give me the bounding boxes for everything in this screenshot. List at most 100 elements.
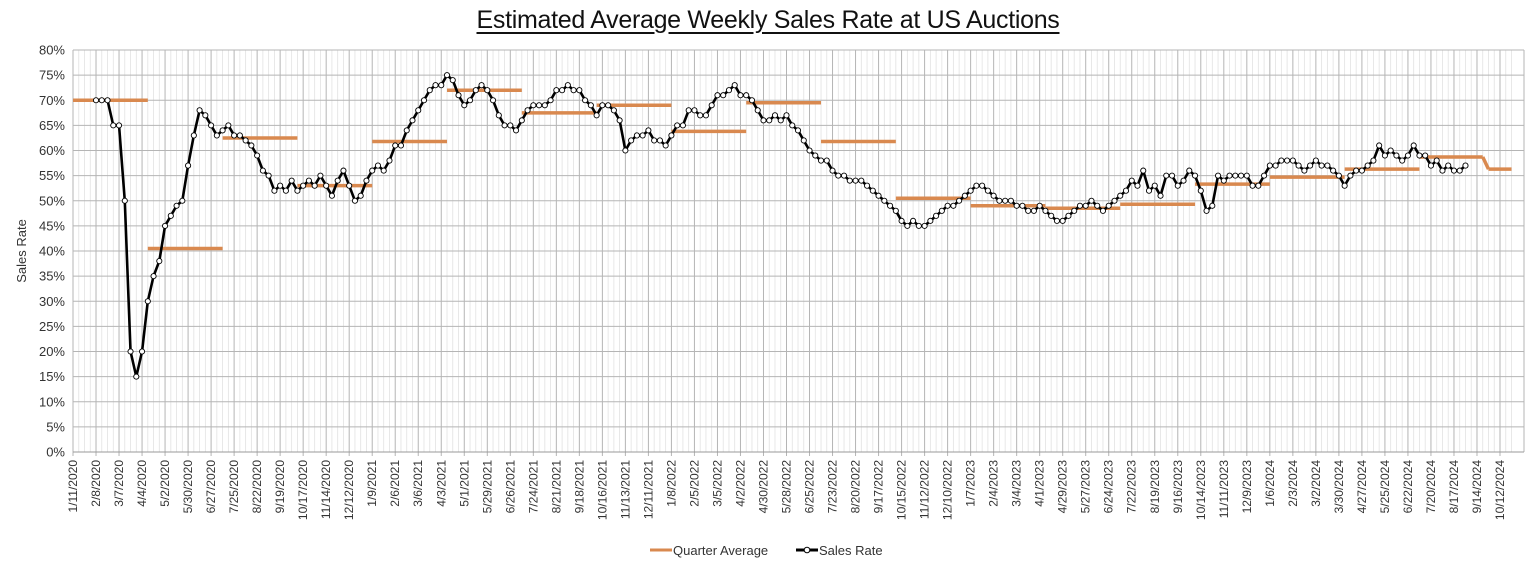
sales-rate-point — [927, 217, 934, 224]
sales-rate-point — [1255, 182, 1262, 189]
x-axis-ticks: 1/11/2020 2/8/2020 3/7/2020 4/4/2020 5/2/202… — [66, 460, 1507, 520]
sales-rate-point — [392, 142, 399, 149]
sales-rate-point — [639, 132, 646, 139]
x-tick-label: 11/13/2021 — [618, 460, 632, 519]
sales-rate-point — [1013, 202, 1020, 209]
sales-rate-point — [1427, 162, 1435, 169]
quarter-average-connector — [1481, 156, 1491, 170]
legend: Quarter Average Sales Rate — [650, 543, 883, 558]
x-tick-label: 12/10/2022 — [941, 460, 955, 520]
sales-rate-point — [605, 102, 612, 109]
x-tick-label: 12/11/2021 — [641, 460, 655, 519]
x-tick-label: 11/11/2023 — [1217, 460, 1231, 519]
x-tick-label: 3/2/2024 — [1309, 460, 1323, 507]
sales-rate-point — [1284, 157, 1291, 164]
sales-rate-point — [748, 97, 756, 104]
sales-rate-point — [1030, 207, 1037, 214]
y-tick-label: 65% — [39, 118, 65, 133]
sales-rate-point — [489, 97, 497, 104]
sales-rate-point — [1422, 152, 1429, 159]
sales-rate-point — [127, 348, 134, 355]
sales-rate-point — [495, 112, 502, 119]
sales-rate-point — [1128, 177, 1135, 184]
sales-rate-point — [553, 87, 560, 94]
sales-rate-point — [282, 187, 289, 194]
x-tick-label: 7/25/2020 — [227, 460, 241, 514]
x-tick-label: 11/14/2020 — [319, 460, 333, 519]
x-tick-label: 6/26/2021 — [503, 460, 517, 514]
sales-rate-point — [950, 202, 957, 209]
sales-rate-point — [1053, 217, 1060, 224]
sales-rate-point — [1071, 207, 1078, 214]
y-tick-label: 60% — [39, 143, 65, 158]
x-tick-label: 8/17/2024 — [1447, 460, 1461, 514]
sales-rate-point — [196, 107, 203, 114]
sales-rate-point — [760, 117, 767, 124]
sales-rate-point — [933, 212, 940, 219]
x-tick-label: 1/6/2024 — [1263, 460, 1277, 507]
x-tick-label: 5/29/2021 — [480, 460, 494, 514]
sales-rate-point — [766, 117, 773, 124]
sales-rate-point — [685, 107, 692, 114]
x-tick-label: 8/21/2021 — [549, 460, 563, 514]
sales-rate-point — [1404, 152, 1411, 159]
sales-rate-point — [800, 137, 807, 144]
sales-rate-point — [1151, 182, 1158, 189]
x-tick-label: 11/12/2022 — [918, 460, 932, 519]
sales-rate-point — [674, 122, 681, 129]
sales-rate-point — [156, 257, 163, 265]
sales-rate-point — [1381, 152, 1388, 159]
sales-rate-point — [691, 107, 698, 114]
sales-rate-point — [1393, 152, 1400, 159]
sales-rate-point — [1174, 182, 1181, 189]
sales-rate-point — [743, 92, 750, 99]
sales-rate-point — [1082, 202, 1089, 209]
sales-rate-point — [1059, 217, 1066, 224]
sales-rate-point — [754, 107, 761, 114]
sales-rate-point — [668, 132, 675, 139]
sales-rate-point — [1048, 212, 1055, 219]
sales-rate-point — [864, 182, 871, 189]
sales-rate-point — [334, 177, 341, 184]
x-tick-label: 5/28/2022 — [780, 460, 794, 514]
sales-rate-point — [737, 92, 744, 99]
sales-rate-point — [887, 202, 894, 209]
x-tick-label: 2/8/2020 — [89, 460, 103, 507]
sales-rate-point — [369, 167, 376, 174]
sales-rate-point — [656, 137, 663, 144]
sales-rate-point — [1025, 207, 1032, 214]
sales-rate-point — [869, 187, 876, 194]
sales-rate-point — [277, 182, 284, 189]
sales-rate-point — [1433, 157, 1440, 164]
chart-title: Estimated Average Weekly Sales Rate at U… — [476, 6, 1060, 34]
y-tick-label: 5% — [46, 419, 65, 434]
x-tick-label: 10/15/2022 — [895, 460, 909, 520]
sales-rate-point — [892, 207, 899, 214]
sales-rate-point — [1353, 167, 1360, 174]
sales-rate-point — [397, 142, 405, 149]
sales-rate-point — [1261, 172, 1268, 179]
sales-rate-point — [1226, 172, 1233, 179]
sales-rate-point — [507, 122, 514, 129]
sales-rate-point — [1358, 167, 1365, 174]
sales-rate-point — [374, 162, 382, 169]
y-tick-label: 70% — [39, 93, 65, 108]
major-gridlines — [72, 49, 1525, 456]
sales-rate-point — [915, 222, 922, 229]
sales-rate-point — [1076, 202, 1084, 209]
legend-item-quarter-average[interactable]: Quarter Average — [650, 543, 768, 558]
sales-rate-point — [944, 202, 951, 209]
sales-rate-point — [1134, 182, 1141, 189]
sales-rate-point — [167, 212, 174, 219]
sales-rate-point — [1445, 162, 1452, 169]
x-tick-label: 4/29/2023 — [1056, 460, 1070, 514]
y-tick-label: 15% — [39, 369, 65, 384]
x-tick-label: 10/12/2024 — [1493, 460, 1507, 520]
sales-rate-point — [1364, 162, 1371, 169]
legend-item-sales-rate[interactable]: Sales Rate — [796, 543, 883, 558]
legend-marker-sales-rate — [803, 546, 811, 554]
x-tick-label: 9/17/2022 — [872, 460, 886, 514]
x-tick-label: 2/3/2024 — [1286, 460, 1300, 507]
legend-label-quarter-average: Quarter Average — [673, 543, 768, 558]
y-tick-label: 55% — [39, 168, 65, 183]
